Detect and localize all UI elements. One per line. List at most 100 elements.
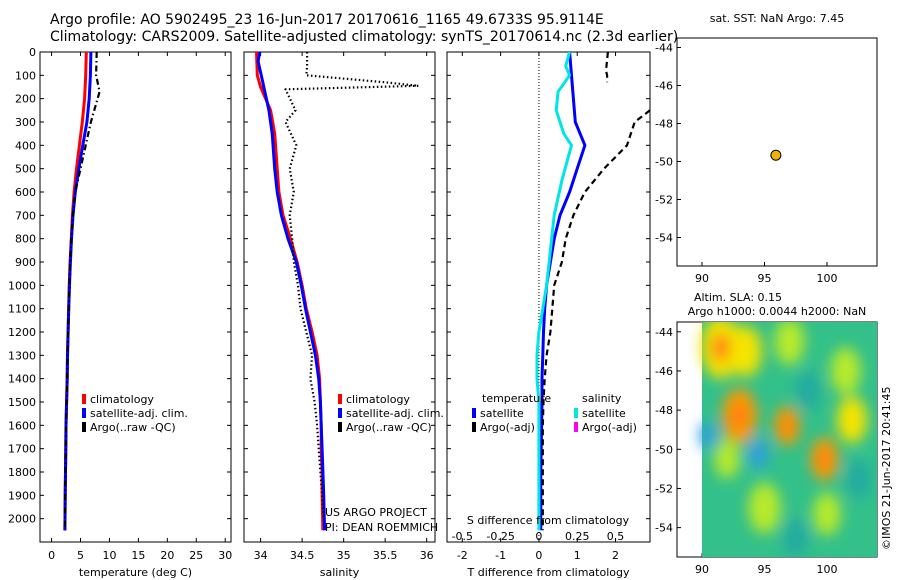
depth-tick-label: 600 — [15, 186, 36, 199]
location-map-xtick-label: 100 — [817, 272, 838, 285]
sal-diff-tick-label: 0.5 — [607, 530, 625, 543]
differences-series-salinity-satellite — [535, 52, 573, 531]
temperature-legend-label: satellite-adj. clim. — [90, 407, 188, 420]
salinity-series-group — [255, 52, 420, 531]
location-map-ytick-label: -50 — [655, 156, 673, 169]
depth-tick-label: 0 — [29, 46, 36, 59]
diff-sal-legend-swatch — [574, 422, 578, 432]
sla-blob — [813, 492, 841, 536]
salinity-legend-label: Argo(..raw -QC) — [346, 421, 432, 434]
sla-blob — [714, 439, 740, 479]
location-map-xtick-label: 95 — [758, 272, 772, 285]
diff-temp-legend-label: Argo(-adj) — [480, 421, 535, 434]
sal-diff-xlabel: S difference from climatology — [467, 514, 630, 527]
sla-field-blobs — [699, 322, 871, 557]
sla-blob — [830, 347, 861, 395]
differences-xtick-label: -2 — [457, 549, 468, 562]
differences-xtick-label: 0 — [535, 549, 542, 562]
depth-tick-label: 2000 — [8, 513, 36, 526]
salinity-legend-swatch — [338, 422, 342, 432]
project-label-line1: US ARGO PROJECT — [325, 506, 427, 519]
salinity-legend-label: climatology — [346, 393, 410, 406]
temperature-axes-frame — [39, 51, 232, 543]
map-title: sat. SST: NaN Argo: 7.45 — [710, 12, 844, 25]
temperature-series-argo-raw-qc- — [63, 52, 101, 531]
depth-tick-label: 300 — [15, 116, 36, 129]
sla-map-ytick-label: -48 — [655, 404, 673, 417]
sla-map-xtick-label: 100 — [817, 563, 838, 576]
sla-map-ytick-label: -54 — [655, 522, 673, 535]
sla-blob — [774, 322, 805, 366]
location-map-ytick-label: -54 — [655, 232, 673, 245]
sla-blob-core — [711, 333, 730, 362]
temperature-series-group — [63, 52, 101, 531]
temperature-xtick-label: 0 — [48, 549, 55, 562]
salinity-xtick-label: 35.5 — [373, 549, 398, 562]
sla-subtitle: Argo h1000: 0.0044 h2000: NaN — [688, 305, 867, 318]
diff-sal-legend-swatch — [574, 408, 578, 418]
differences-xtick-label: 2 — [612, 549, 619, 562]
differences-xlabel: T difference from climatology — [467, 566, 630, 579]
diff-temp-legend-swatch — [472, 422, 476, 432]
depth-tick-label: 500 — [15, 163, 36, 176]
salinity-xtick-label: 34 — [254, 549, 268, 562]
sla-map-xtick-label: 95 — [758, 563, 772, 576]
temperature-legend-swatch — [82, 408, 86, 418]
temperature-xtick-label: 30 — [218, 549, 232, 562]
sal-diff-tick-label: -0.25 — [486, 530, 514, 543]
salinity-legend-swatch — [338, 394, 342, 404]
temperature-xlabel: temperature (deg C) — [79, 566, 192, 579]
salinity-series-argo-raw-qc- — [284, 52, 420, 519]
depth-tick-label: 1200 — [8, 326, 36, 339]
diff-temp-legend-label: satellite — [480, 407, 524, 420]
float-position-marker — [770, 149, 782, 161]
depth-tick-label: 800 — [15, 233, 36, 246]
location-map-ytick-label: -52 — [655, 194, 673, 207]
salinity-legend-label: satellite-adj. clim. — [346, 407, 444, 420]
depth-tick-label: 1700 — [8, 443, 36, 456]
salinity-xtick-label: 34.5 — [290, 549, 315, 562]
depth-tick-label: 700 — [15, 209, 36, 222]
salinity-xlabel: salinity — [320, 566, 360, 579]
sal-diff-tick-label: -0.5 — [452, 530, 473, 543]
sla-map-ytick-label: -44 — [655, 326, 673, 339]
sal-diff-tick-label: 0.25 — [565, 530, 590, 543]
depth-tick-label: 400 — [15, 139, 36, 152]
differences-axes-frame — [446, 51, 651, 543]
temperature-legend-label: climatology — [90, 393, 154, 406]
differences-xtick-label: 1 — [574, 549, 581, 562]
temperature-xtick-label: 25 — [189, 549, 203, 562]
sla-blob — [699, 421, 717, 450]
diff-temp-legend-swatch — [472, 408, 476, 418]
sla-map-ytick-label: -52 — [655, 482, 673, 495]
diff-sal-legend-label: Argo(-adj) — [582, 421, 637, 434]
depth-tick-label: 100 — [15, 69, 36, 82]
differences-series-group — [535, 52, 650, 531]
sla-blob-core — [818, 449, 831, 469]
depth-tick-label: 1900 — [8, 489, 36, 502]
legend-title-salinity: salinity — [582, 392, 622, 405]
temperature-xtick-label: 20 — [160, 549, 174, 562]
location-map-ytick-label: -44 — [655, 42, 673, 55]
sla-blob — [748, 437, 769, 469]
sla-heatmap-group — [699, 322, 877, 557]
sla-blob — [783, 517, 809, 557]
temperature-legend-swatch — [82, 394, 86, 404]
depth-tick-label: 1300 — [8, 349, 36, 362]
salinity-xtick-label: 36 — [420, 549, 434, 562]
depth-tick-label: 1500 — [8, 396, 36, 409]
sla-blob-core — [781, 416, 793, 435]
depth-tick-label: 1100 — [8, 303, 36, 316]
differences-series-temperature-argo-adj- — [541, 109, 650, 531]
salinity-legend-swatch — [338, 408, 342, 418]
legend-title-temperature: temperature — [482, 392, 551, 405]
sla-title: Altim. SLA: 0.15 — [694, 291, 782, 304]
depth-tick-label: 1800 — [8, 466, 36, 479]
temperature-legend-swatch — [82, 422, 86, 432]
sla-blob-core — [731, 403, 748, 429]
diff-sal-legend-label: satellite — [582, 407, 626, 420]
salinity-xtick-label: 35 — [337, 549, 351, 562]
depth-tick-label: 1600 — [8, 419, 36, 432]
depth-tick-label: 1400 — [8, 373, 36, 386]
